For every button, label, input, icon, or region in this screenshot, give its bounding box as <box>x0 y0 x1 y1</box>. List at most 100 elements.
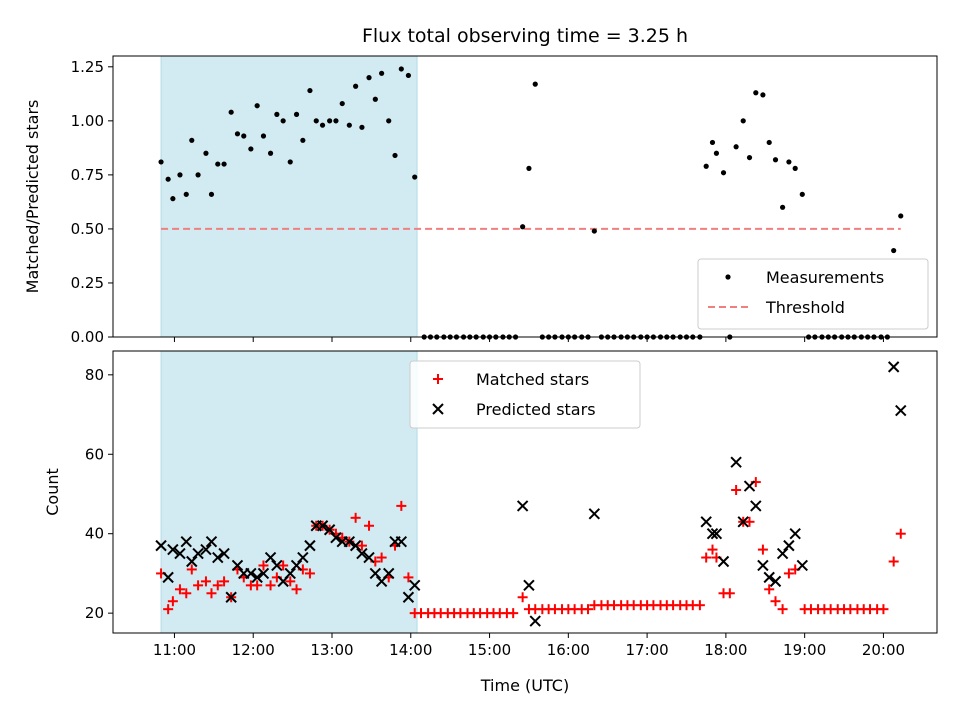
predicted-stars-point <box>706 527 719 540</box>
measurement-point <box>327 118 333 124</box>
legend-predicted-marker <box>432 403 444 415</box>
measurement-point <box>234 131 241 137</box>
x-tick-label: 20:00 <box>862 641 905 659</box>
predicted-stars-point <box>290 559 303 572</box>
measurement-point <box>267 150 274 156</box>
matched-stars-point <box>376 552 387 563</box>
matched-stars-point <box>701 552 712 563</box>
measurement-point <box>165 176 171 182</box>
measurement-point <box>274 111 280 117</box>
x-tick-label: 11:00 <box>153 641 196 659</box>
measurement-point <box>293 111 300 117</box>
matched-stars-point <box>193 580 204 591</box>
measurement-point <box>591 228 597 234</box>
legend-measurements-label: Measurements <box>766 268 884 287</box>
y-tick-label: 20 <box>85 604 104 622</box>
measurement-point <box>720 170 727 176</box>
measurement-point <box>366 75 372 81</box>
matched-stars-point <box>731 485 742 496</box>
matched-stars-point <box>777 604 788 615</box>
measurement-point <box>287 159 293 165</box>
predicted-stars-point <box>363 551 375 564</box>
predicted-stars-point <box>717 555 730 568</box>
measurement-point <box>713 150 720 156</box>
predicted-stars-point <box>523 579 535 592</box>
predicted-stars-point <box>343 535 356 548</box>
measurement-point <box>313 118 319 124</box>
measurement-point <box>733 144 739 150</box>
measurement-point <box>379 70 385 76</box>
matched-stars-point <box>356 540 367 551</box>
measurement-point <box>405 72 412 79</box>
legend-predicted-label: Predicted stars <box>476 400 596 419</box>
matched-stars-point <box>291 584 302 595</box>
legend-matched-label: Matched stars <box>476 370 589 389</box>
matched-stars-point <box>744 516 755 527</box>
matched-stars-point <box>252 580 263 591</box>
predicted-stars-point <box>264 551 277 564</box>
measurement-point <box>891 247 897 254</box>
predicted-stars-point <box>284 567 296 580</box>
legend-threshold-label: Threshold <box>765 298 845 317</box>
predicted-stars-point <box>356 547 368 560</box>
measurement-point <box>228 109 234 115</box>
predicted-stars-point <box>212 551 224 564</box>
predicted-stars-point <box>757 559 769 572</box>
top-panel-shaded-span <box>160 55 418 338</box>
matched-stars-point <box>219 576 230 587</box>
predicted-stars-point <box>737 516 749 528</box>
predicted-stars-point <box>769 575 782 588</box>
measurement-point <box>740 118 746 124</box>
measurement-point <box>898 213 904 219</box>
measurement-point <box>215 161 221 167</box>
matched-stars-point <box>206 588 217 599</box>
predicted-stars-point <box>271 559 283 572</box>
predicted-stars-point <box>174 547 186 560</box>
top-panel-frame <box>112 55 938 338</box>
measurement-point <box>359 124 365 130</box>
measurement-point <box>520 224 526 230</box>
matched-stars-point <box>724 588 735 599</box>
predicted-stars-point <box>796 559 808 572</box>
predicted-stars-point <box>180 535 192 548</box>
predicted-stars-point <box>192 547 204 560</box>
measurement-point <box>307 87 313 94</box>
measurement-point <box>386 118 392 124</box>
y-tick-label: 0.25 <box>71 274 104 292</box>
matched-stars-point <box>888 556 899 567</box>
measurement-point <box>280 118 286 124</box>
y-tick-label: 40 <box>85 525 104 543</box>
matched-stars-point <box>167 596 178 607</box>
matched-stars-point <box>878 604 889 615</box>
measurement-point <box>248 146 254 152</box>
measurement-point <box>300 137 306 143</box>
predicted-stars-point <box>743 480 756 492</box>
measurement-point <box>346 122 352 128</box>
top-panel-y-axis-label: Matched/Predicted stars <box>23 100 42 294</box>
top-panel: 0.00 0.25 0.50 0.75 1.00 1.25 Matched/Predict… <box>23 55 938 346</box>
y-tick-label: 1.25 <box>71 58 104 76</box>
measurement-point <box>703 163 709 169</box>
predicted-stars-point <box>588 508 601 520</box>
predicted-stars-point <box>710 527 723 540</box>
matched-stars-point <box>770 596 781 607</box>
x-axis-label: Time (UTC) <box>480 676 569 695</box>
predicted-stars-point <box>402 591 415 603</box>
predicted-stars-point <box>205 535 218 548</box>
measurement-point <box>183 191 189 197</box>
measurement-point <box>779 204 786 210</box>
matched-stars-point <box>200 576 211 587</box>
x-tick-label: 15:00 <box>468 641 511 659</box>
chart-title: Flux total observing time = 3.25 h <box>362 25 688 47</box>
predicted-stars-point <box>167 543 179 556</box>
matched-stars-point <box>517 592 528 603</box>
predicted-stars-point <box>409 579 421 592</box>
matched-stars-point <box>285 576 296 587</box>
measurement-point <box>339 100 345 107</box>
predicted-stars-point <box>369 567 382 580</box>
bottom-panel-y-axis-label: Count <box>43 468 62 516</box>
predicted-stars-point <box>395 535 408 548</box>
predicted-stars-point <box>155 539 167 552</box>
top-panel-legend-box <box>697 258 929 330</box>
measurement-point <box>353 83 359 89</box>
